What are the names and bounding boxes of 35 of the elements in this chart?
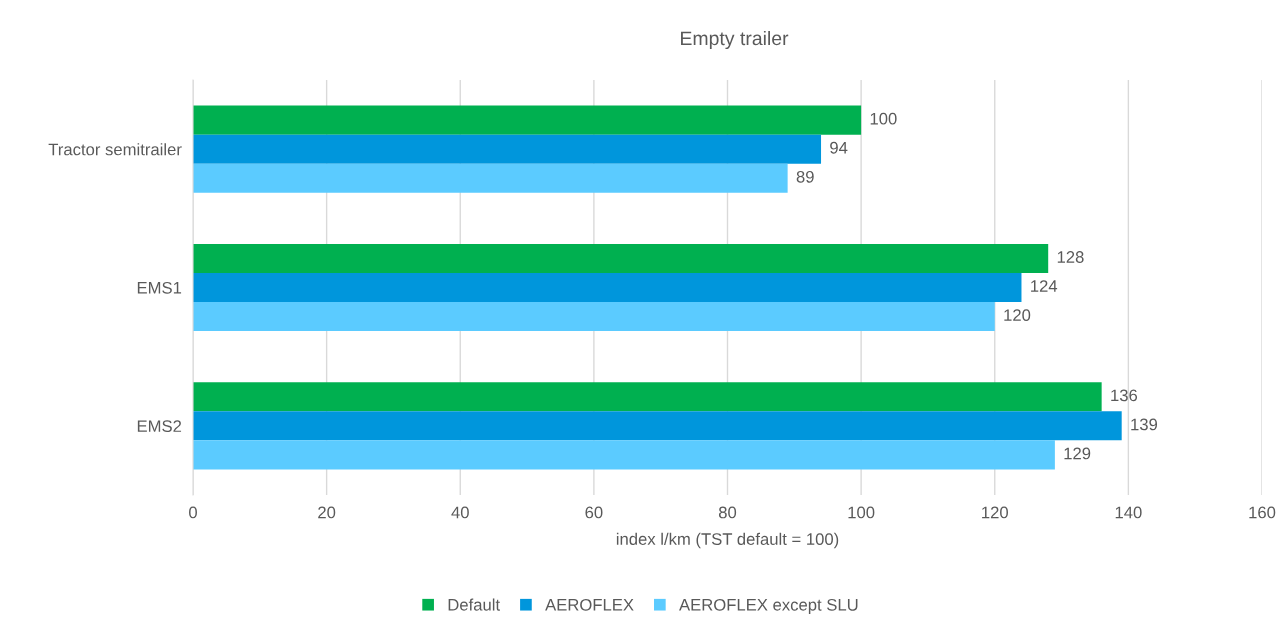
- data-label: 124: [1031, 280, 1058, 292]
- data-label: 89: [796, 170, 814, 183]
- x-tick-label: 100: [848, 506, 875, 519]
- x-tick-label: 160: [1249, 506, 1276, 519]
- bar: [193, 440, 1055, 470]
- y-tick-label: EMS2: [137, 420, 182, 433]
- data-label: 120: [1004, 309, 1031, 322]
- y-tick-label: Tractor semitrailer: [48, 143, 182, 156]
- bar: [193, 163, 788, 193]
- x-tick-label: 40: [451, 506, 469, 519]
- x-tick-label: 120: [982, 506, 1008, 519]
- x-tick-label: 60: [585, 506, 603, 519]
- x-tick-label: 140: [1115, 506, 1142, 519]
- y-tick-label: EMS1: [137, 281, 182, 294]
- legend-label: AEROFLEX: [545, 598, 634, 611]
- data-label: 136: [1111, 389, 1138, 402]
- data-label: 94: [830, 141, 848, 154]
- bar: [193, 411, 1122, 441]
- legend-label: Default: [448, 598, 500, 611]
- legend-label: AEROFLEX except SLU: [679, 598, 858, 614]
- bar: [193, 382, 1102, 412]
- data-label: 128: [1057, 251, 1084, 263]
- bar: [193, 272, 1022, 303]
- x-axis-title: index l/km (TST default = 100): [616, 532, 839, 549]
- x-tick-label: 0: [189, 506, 197, 519]
- data-label: 100: [870, 112, 897, 125]
- bar: [193, 302, 995, 332]
- x-tick-label: 80: [718, 506, 737, 519]
- chart-title: Empty trailer: [681, 30, 789, 50]
- x-tick-label: 20: [318, 506, 336, 519]
- bar: [193, 105, 862, 135]
- data-label: 139: [1131, 418, 1158, 431]
- data-label: 129: [1064, 447, 1091, 460]
- bar: [193, 134, 822, 164]
- bar: [193, 243, 1049, 273]
